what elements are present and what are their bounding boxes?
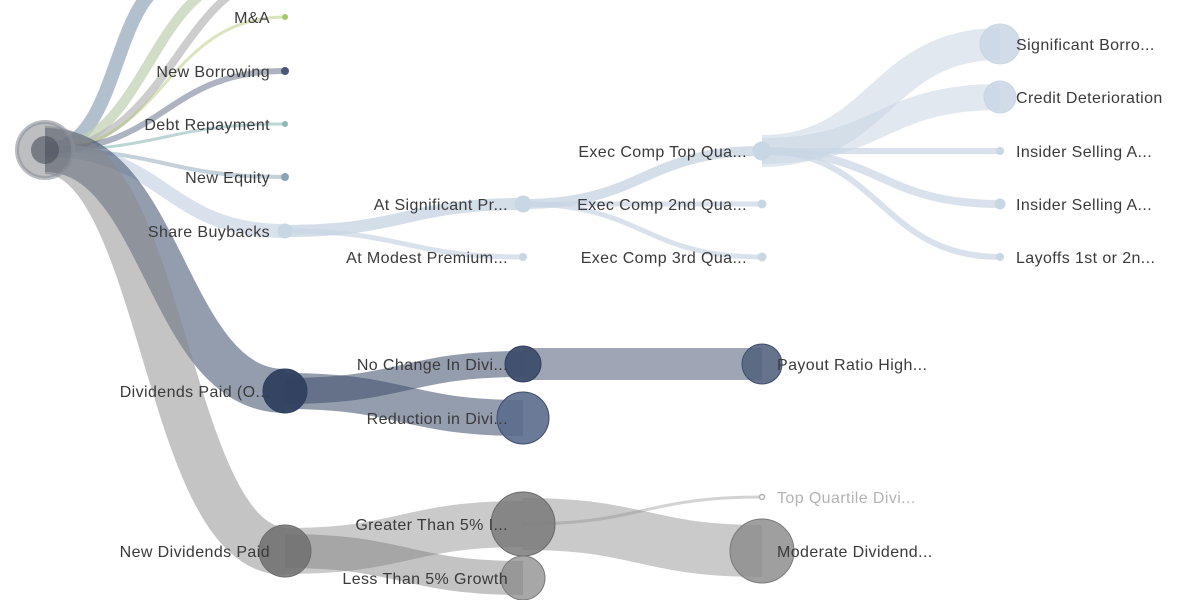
link-greater-top-quartile: [522, 495, 763, 526]
node-less-than[interactable]: [500, 555, 546, 600]
node-credit-deterioration[interactable]: [983, 80, 1017, 114]
link-buybacks-at-modest: [284, 228, 524, 260]
label-greater-than: Greater Than 5% I...: [355, 517, 508, 534]
node-payout-ratio[interactable]: [741, 343, 783, 385]
link-exec-top-layoffs: [761, 148, 1001, 260]
label-significant-borrowing: Significant Borro...: [1016, 37, 1155, 54]
tree-links: [42, 0, 1001, 595]
node-no-change[interactable]: [504, 345, 542, 383]
node-reduction[interactable]: [496, 391, 550, 445]
label-new-equity: New Equity: [185, 170, 270, 187]
label-at-modest: At Modest Premium...: [346, 250, 508, 267]
label-insider-selling-2: Insider Selling A...: [1016, 197, 1152, 214]
node-insider-selling-1[interactable]: [996, 147, 1004, 155]
node-moderate[interactable]: [729, 518, 795, 584]
label-layoffs: Layoffs 1st or 2n...: [1016, 250, 1155, 267]
label-dividends-paid: Dividends Paid (O...: [120, 384, 270, 401]
label-less-than: Less Than 5% Growth: [342, 571, 508, 588]
node-layoffs[interactable]: [996, 253, 1004, 261]
link-root-new-dividends-paid: [42, 126, 288, 575]
label-ma: M&A: [234, 10, 270, 27]
label-new-borrowing: New Borrowing: [156, 64, 270, 81]
node-ma[interactable]: [282, 14, 288, 20]
link-at-significant-exec-top: [522, 146, 763, 209]
node-new-equity[interactable]: [281, 173, 289, 181]
link-dividends-reduction: [284, 373, 524, 436]
label-no-change: No Change In Divi...: [357, 357, 508, 374]
tree-nodes: M&A New Borrowing Debt Repayment New Equ…: [15, 10, 1163, 600]
node-exec-3rd[interactable]: [757, 252, 767, 262]
label-exec-top: Exec Comp Top Qua...: [578, 144, 747, 161]
node-at-significant[interactable]: [514, 195, 532, 213]
link-at-significant-exec-3rd: [522, 201, 763, 260]
label-insider-selling-1: Insider Selling A...: [1016, 144, 1152, 161]
label-payout-ratio: Payout Ratio High...: [777, 357, 927, 374]
link-new-dividends-less: [284, 534, 524, 595]
node-share-buybacks[interactable]: [277, 223, 293, 239]
node-new-borrowing[interactable]: [281, 67, 289, 75]
node-insider-selling-2[interactable]: [994, 198, 1006, 210]
link-new-dividends-greater: [284, 501, 524, 574]
label-exec-2nd: Exec Comp 2nd Qua...: [577, 197, 747, 214]
node-significant-borrowing[interactable]: [979, 23, 1021, 65]
label-share-buybacks: Share Buybacks: [148, 224, 270, 241]
label-at-significant: At Significant Pr...: [374, 197, 508, 214]
link-greater-moderate: [522, 498, 763, 577]
node-root-core: [31, 136, 59, 164]
node-top-quartile[interactable]: [758, 493, 766, 501]
node-new-dividends-paid[interactable]: [258, 524, 312, 578]
label-reduction: Reduction in Divi...: [367, 411, 508, 428]
node-dividends-paid[interactable]: [262, 368, 308, 414]
node-exec-top[interactable]: [752, 141, 772, 161]
label-top-quartile: Top Quartile Divi...: [777, 490, 916, 507]
label-new-dividends-paid: New Dividends Paid: [120, 544, 270, 561]
node-exec-2nd[interactable]: [757, 199, 767, 209]
label-credit-deterioration: Credit Deterioration: [1016, 90, 1163, 107]
node-debt-repayment[interactable]: [282, 121, 288, 127]
node-at-modest[interactable]: [519, 253, 527, 261]
label-debt-repayment: Debt Repayment: [144, 117, 270, 134]
label-exec-3rd: Exec Comp 3rd Qua...: [581, 250, 747, 267]
label-moderate: Moderate Dividend...: [777, 544, 933, 561]
